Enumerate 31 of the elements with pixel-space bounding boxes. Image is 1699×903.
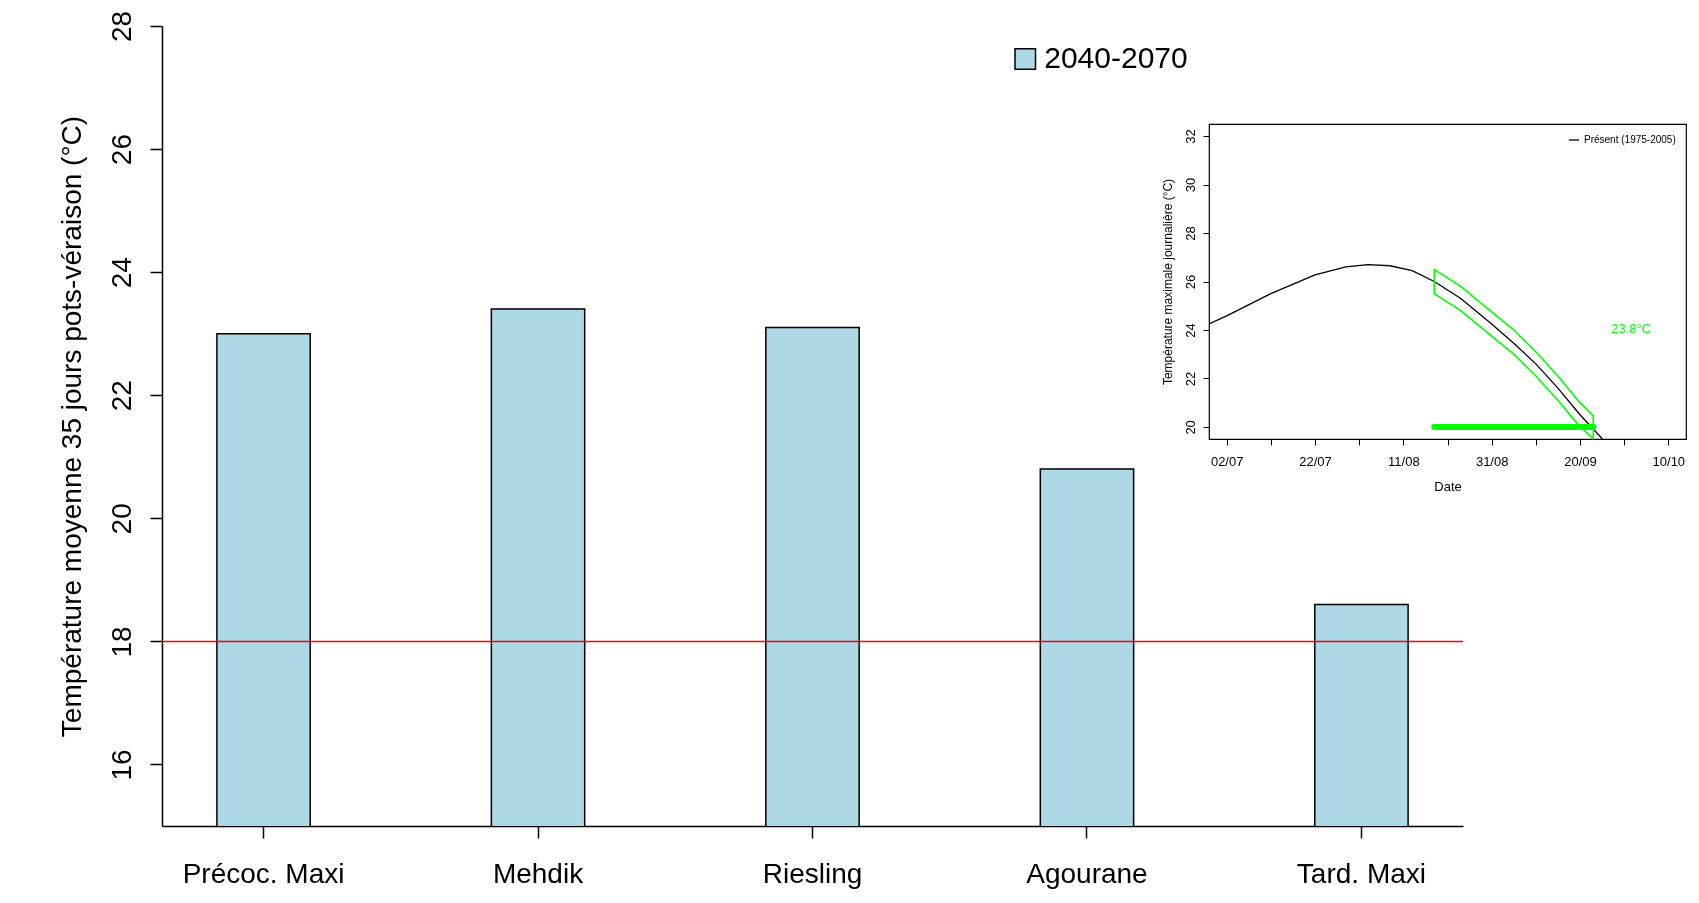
y-tick-label: 20 (1182, 420, 1198, 435)
y-tick-label: 22 (105, 380, 137, 412)
x-tick-label: Agourane (1026, 857, 1148, 889)
x-tick-label: 22/07 (1299, 453, 1332, 469)
x-tick-label: Mehdik (492, 857, 585, 889)
x-tick-label: Riesling (762, 857, 863, 889)
x-tick-label: Tard. Maxi (1296, 857, 1427, 889)
y-tick-label: 26 (1182, 274, 1198, 290)
y-tick-label: 20 (105, 503, 137, 535)
x-tick-label: 10/10 (1652, 453, 1686, 469)
y-tick-label: 26 (105, 134, 137, 166)
legend-label: Présent (1975-2005) (1584, 134, 1676, 145)
legend-label: 2040-2070 (1044, 41, 1188, 74)
y-tick-label: 18 (105, 626, 137, 658)
y-tick-label: 16 (105, 749, 137, 781)
x-axis-title: Date (1434, 478, 1462, 494)
x-tick-label: 02/07 (1210, 453, 1244, 469)
y-tick-label: 28 (105, 10, 137, 43)
y-axis-title: Température moyenne 35 jours pots-véraison (°C) (55, 115, 87, 738)
x-tick-label: Précoc. Maxi (182, 857, 345, 889)
y-tick-label: 28 (1182, 226, 1198, 241)
y-tick-label: 32 (1182, 129, 1198, 144)
y-tick-label: 30 (1182, 177, 1198, 193)
y-tick-label: 22 (1182, 371, 1198, 387)
x-tick-label: 31/08 (1475, 453, 1509, 469)
y-tick-label: 24 (1182, 323, 1198, 338)
x-tick-label: 20/09 (1564, 453, 1597, 469)
y-axis-title: Température maximale journalière (°C) (1160, 178, 1175, 386)
y-tick-label: 24 (105, 257, 137, 289)
x-tick-label: 11/08 (1388, 453, 1420, 469)
annotation: 23.8°C (1611, 320, 1652, 336)
